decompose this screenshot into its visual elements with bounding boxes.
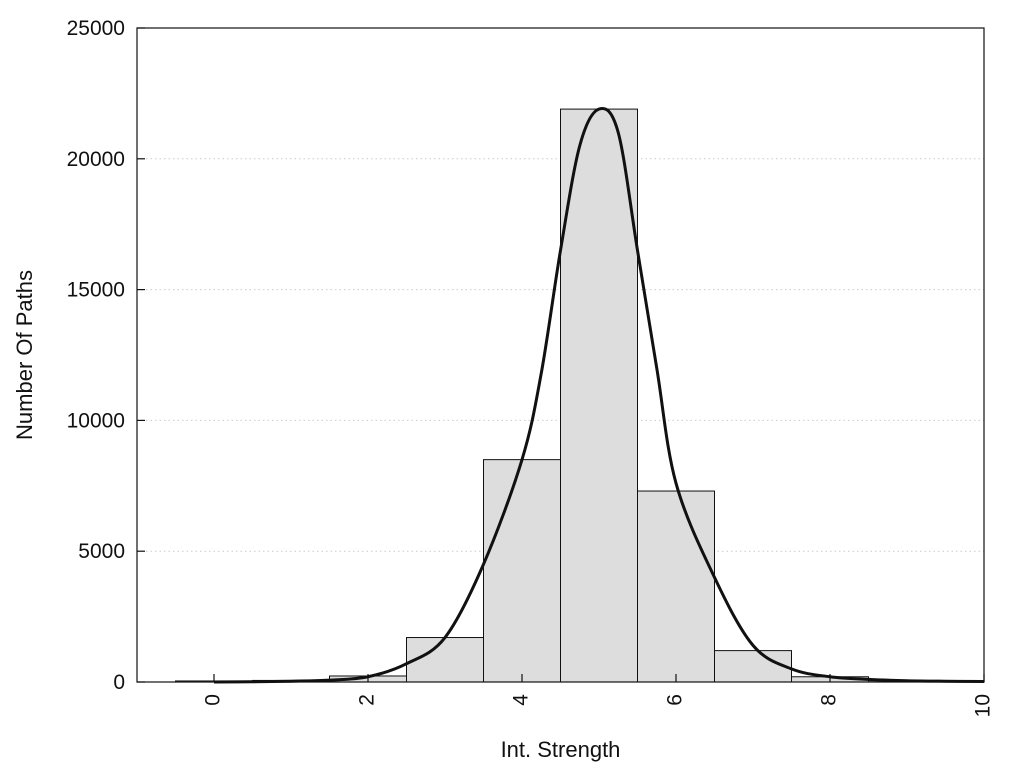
y-tick-label: 15000 <box>67 279 125 302</box>
y-axis-label: Number Of Paths <box>12 270 37 440</box>
y-tick-label: 10000 <box>67 409 125 432</box>
histogram-bar <box>637 490 715 683</box>
y-tick-label: 0 <box>113 671 125 694</box>
x-tick-label: 0 <box>202 694 225 706</box>
x-tick-label: 6 <box>664 694 687 706</box>
x-tick-label: 4 <box>510 694 533 706</box>
histogram-bar <box>560 108 638 683</box>
x-tick-label: 2 <box>356 694 379 706</box>
histogram-bar <box>483 459 561 683</box>
x-axis-label: Int. Strength <box>501 737 621 762</box>
plot-frame <box>136 27 985 683</box>
y-tick-label: 25000 <box>67 17 125 40</box>
fit-curve-line <box>213 107 985 684</box>
fit-curve <box>213 107 985 684</box>
histogram-bar <box>714 650 792 683</box>
x-tick-label: 10 <box>972 694 995 717</box>
axis-ticks <box>137 27 985 683</box>
x-tick-label: 8 <box>818 694 841 706</box>
y-tick-label: 5000 <box>78 540 125 563</box>
tick-labels: 0 5000 10000 15000 20000 25000 0 2 4 6 8 10 <box>67 17 995 717</box>
y-tick-label: 20000 <box>67 148 125 171</box>
histogram-bars <box>175 108 946 683</box>
